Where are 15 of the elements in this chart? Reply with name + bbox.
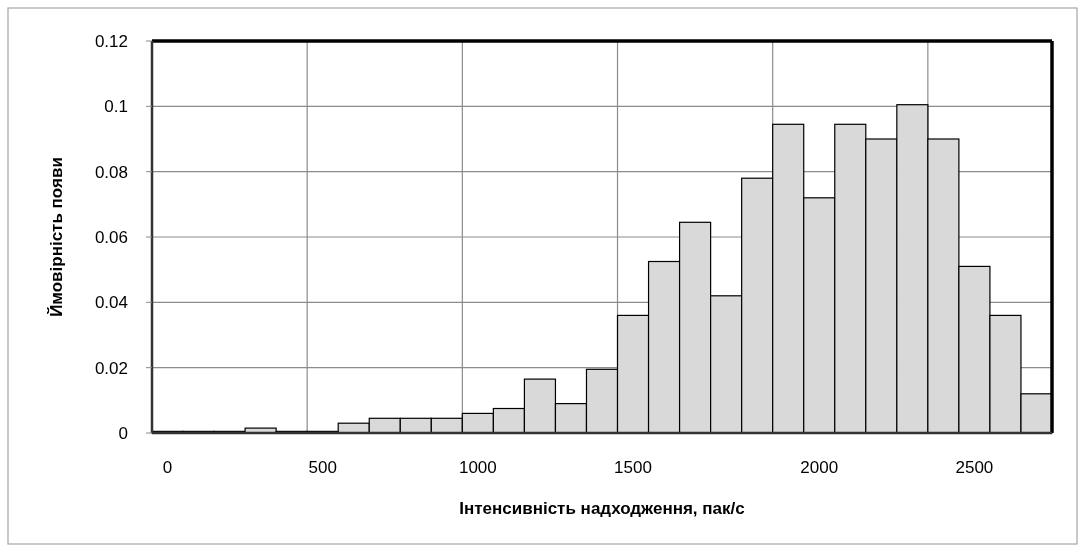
y-tick-label: 0.04 [94, 293, 128, 313]
y-tick-label: 0.12 [94, 31, 128, 51]
y-axis-title: Ймовірність появи [47, 157, 66, 317]
x-tick-label: 2500 [955, 458, 994, 477]
x-axis-title: Інтенсивність надходження, пак/с [459, 499, 745, 518]
x-tick-label: 1000 [458, 458, 497, 477]
y-tick-label: 0.1 [104, 97, 128, 117]
y-tick-label: 0.02 [94, 358, 128, 378]
y-tick-label: 0.08 [94, 162, 128, 182]
x-tick-label: 0 [162, 458, 173, 477]
y-tick-label: 0 [118, 423, 128, 443]
x-tick-label: 2000 [800, 458, 839, 477]
x-tick-label: 500 [308, 458, 337, 477]
x-tick-label: 1500 [614, 458, 652, 477]
y-tick-label: 0.06 [94, 227, 128, 247]
